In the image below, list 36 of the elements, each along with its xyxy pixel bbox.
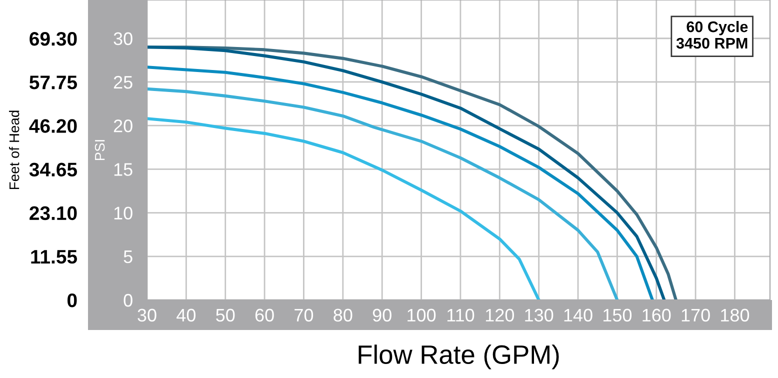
y-tick-label: 15 [114,163,132,176]
x-tick-label: 80 [334,308,352,322]
y-tick-label: 0 [124,294,132,307]
x-tick-label: 180 [721,308,750,322]
x-tick-label: 60 [255,308,274,322]
x-tick-label: 90 [372,308,392,322]
x-tick-label: 110 [447,308,474,322]
y2-tick-label: 0 [68,293,77,308]
y-tick-label: 25 [114,76,132,89]
y2-tick-label: 23.10 [30,206,77,220]
y-axis-title: PSI [94,140,105,160]
x-tick-label: 30 [138,308,156,322]
y2-tick-label: 57.75 [30,76,78,90]
y-tick-label: 10 [114,206,132,220]
x-tick-label: 160 [642,308,671,322]
y2-axis-title: Feet of Head [9,110,20,190]
y-tick-label: 30 [114,32,132,46]
y-tick-label: 5 [124,250,132,264]
x-tick-label: 150 [604,308,632,322]
x-tick-label: 100 [408,308,436,322]
x-tick-label: 130 [525,308,554,322]
line-series [147,87,619,300]
x-tick-label: 140 [564,308,592,322]
x-axis-title: Flow Rate (GPM) [358,344,559,370]
x-tick-label: 120 [486,308,514,322]
y-tick-label: 20 [114,120,132,132]
x-tick-label: 170 [682,308,710,322]
annotation: 60 Cycle 3450 RPM [676,21,748,49]
y2-tick-label: 69.30 [30,32,77,46]
x-tick-label: 50 [216,308,235,322]
line-series [147,117,540,300]
x-tick-label: 40 [176,308,196,322]
y2-tick-label: 46.20 [29,119,77,133]
y2-tick-label: 34.65 [29,162,78,177]
x-tick-label: 70 [294,308,314,322]
y2-tick-label: 11.55 [31,250,78,264]
